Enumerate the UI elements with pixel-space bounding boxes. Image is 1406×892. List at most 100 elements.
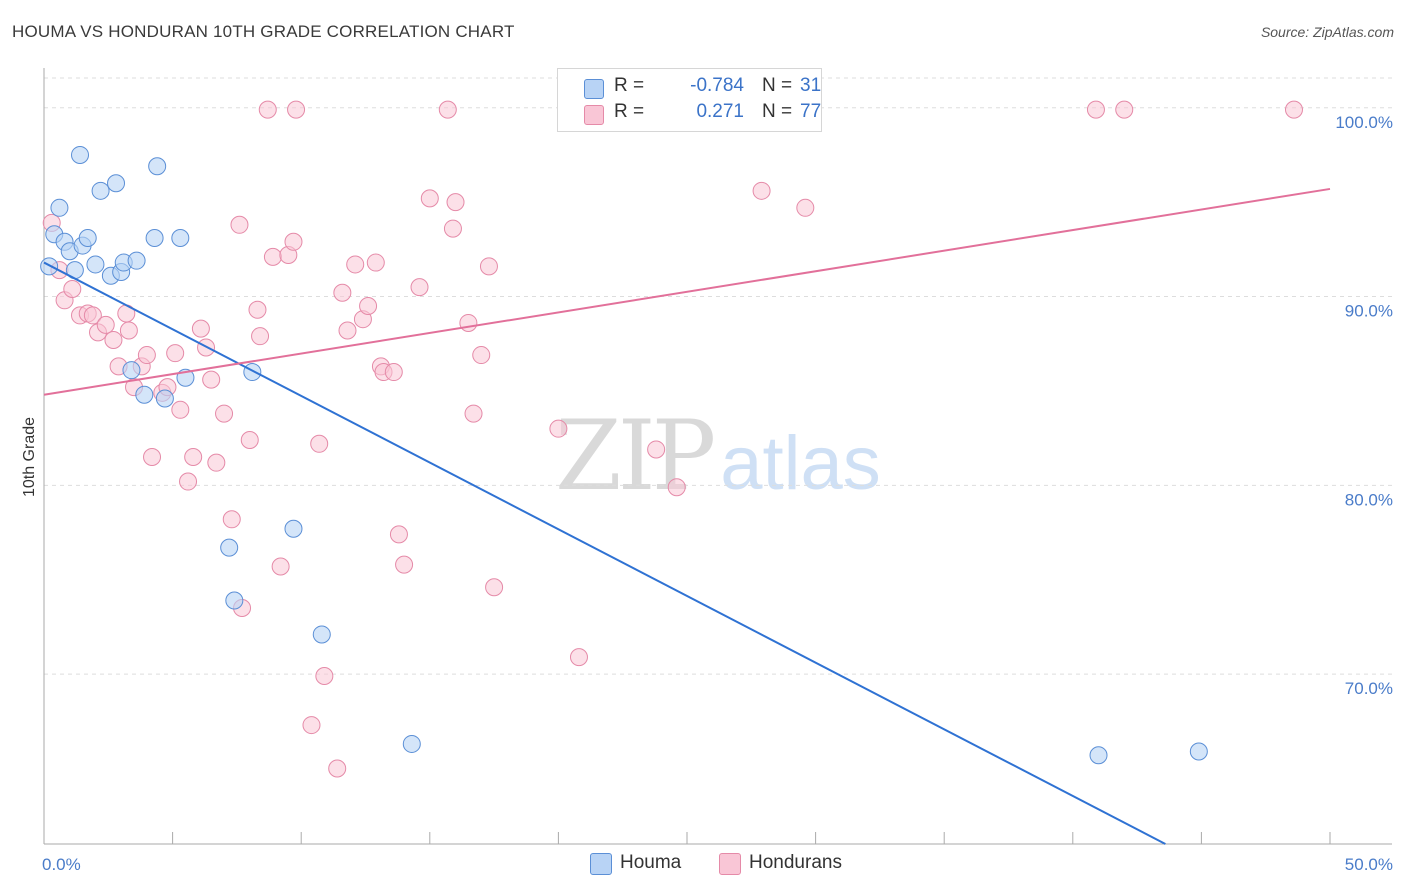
- y-tick-label: 100.0%: [1335, 113, 1393, 132]
- n-value: 77: [800, 101, 822, 122]
- hondurans-point: [384, 363, 403, 382]
- houma-point: [402, 734, 421, 753]
- r-label: R =: [614, 101, 645, 122]
- houma-swatch: [584, 79, 604, 99]
- hondurans-point: [446, 193, 465, 212]
- watermark-atlas: atlas: [720, 421, 881, 506]
- hondurans-point: [549, 419, 568, 438]
- hondurans-point: [667, 478, 686, 497]
- hondurans-points: [42, 100, 1303, 778]
- hondurans-point: [338, 321, 357, 340]
- n-value: 31: [800, 75, 822, 96]
- hondurans-point: [263, 247, 282, 266]
- houma-point: [243, 363, 262, 382]
- legend-hondurans-label: Hondurans: [749, 852, 842, 873]
- houma-point: [71, 145, 90, 164]
- hondurans-point: [251, 327, 270, 346]
- hondurans-point: [479, 257, 498, 276]
- hondurans-point: [420, 189, 439, 208]
- x-tick-label: 50.0%: [1345, 855, 1393, 874]
- hondurans-point: [472, 346, 491, 365]
- legend-houma-label: Houma: [620, 852, 682, 873]
- r-value: -0.784: [690, 75, 744, 96]
- hondurans-point: [328, 759, 347, 778]
- houma-point: [107, 174, 126, 193]
- n-label: N =: [762, 101, 793, 122]
- hondurans-point: [459, 313, 478, 332]
- hondurans-point: [752, 181, 771, 200]
- houma-point: [127, 251, 146, 270]
- hondurans-point: [137, 346, 156, 365]
- hondurans-point: [366, 253, 385, 272]
- houma-points: [40, 145, 1208, 765]
- houma-trend-line: [43, 261, 1166, 845]
- hondurans-point: [222, 510, 241, 529]
- hondurans-point: [104, 330, 123, 349]
- hondurans-point: [119, 321, 138, 340]
- r-value: 0.271: [696, 101, 744, 122]
- hondurans-point: [240, 431, 259, 450]
- houma-point: [91, 181, 110, 200]
- watermark: ZIP atlas: [555, 400, 881, 512]
- hondurans-trend-line: [43, 187, 1331, 396]
- source-label: Source: ZipAtlas.com: [1260, 24, 1394, 40]
- y-tick-label: 70.0%: [1345, 679, 1393, 698]
- trend-lines: [43, 187, 1331, 845]
- hondurans-point: [389, 525, 408, 544]
- hondurans-point: [410, 278, 429, 297]
- hondurans-point: [485, 578, 504, 597]
- y-axis-label: 10th Grade: [21, 417, 38, 497]
- hondurans-point: [438, 100, 457, 119]
- houma-point: [148, 157, 167, 176]
- hondurans-point: [287, 100, 306, 119]
- watermark-zip: ZIP: [555, 400, 716, 512]
- hondurans-point: [230, 215, 249, 234]
- houma-legend-swatch: [590, 853, 612, 875]
- hondurans-point: [191, 319, 210, 338]
- houma-point: [155, 389, 174, 408]
- stats-legend: R = -0.784 N = 31 R = 0.271 N = 77: [557, 68, 822, 132]
- houma-point: [1089, 746, 1108, 765]
- y-tick-label: 80.0%: [1345, 490, 1393, 509]
- houma-point: [86, 255, 105, 274]
- hondurans-swatch: [584, 105, 604, 125]
- hondurans-point: [395, 555, 414, 574]
- y-tick-label: 90.0%: [1345, 302, 1393, 321]
- hondurans-point: [443, 219, 462, 238]
- hondurans-point: [258, 100, 277, 119]
- hondurans-point: [83, 306, 102, 325]
- hondurans-point: [647, 440, 666, 459]
- houma-point: [312, 625, 331, 644]
- hondurans-point: [333, 283, 352, 302]
- hondurans-point: [271, 557, 290, 576]
- hondurans-point: [796, 198, 815, 217]
- houma-point: [171, 229, 190, 248]
- hondurans-point: [315, 666, 334, 685]
- hondurans-point: [302, 716, 321, 735]
- hondurans-point: [184, 448, 203, 466]
- hondurans-point: [96, 315, 115, 334]
- x-tick-label: 0.0%: [42, 855, 81, 874]
- hondurans-point: [166, 344, 185, 363]
- hondurans-legend-swatch: [719, 853, 741, 875]
- hondurans-point: [310, 434, 329, 453]
- hondurans-point: [215, 404, 234, 423]
- hondurans-point: [207, 453, 226, 472]
- hondurans-point: [359, 296, 378, 315]
- hondurans-point: [1086, 100, 1105, 119]
- r-label: R =: [614, 75, 645, 96]
- hondurans-point: [1115, 100, 1134, 119]
- hondurans-point: [248, 300, 267, 319]
- axes: [43, 68, 1392, 845]
- hondurans-point: [179, 472, 198, 491]
- hondurans-point: [284, 232, 303, 251]
- n-label: N =: [762, 75, 793, 96]
- houma-point: [225, 591, 244, 610]
- houma-point: [122, 361, 141, 380]
- chart-title: HOUMA VS HONDURAN 10TH GRADE CORRELATION…: [12, 22, 515, 41]
- hondurans-point: [143, 448, 162, 466]
- hondurans-point: [464, 404, 483, 423]
- hondurans-point: [63, 279, 82, 298]
- houma-point: [50, 198, 69, 217]
